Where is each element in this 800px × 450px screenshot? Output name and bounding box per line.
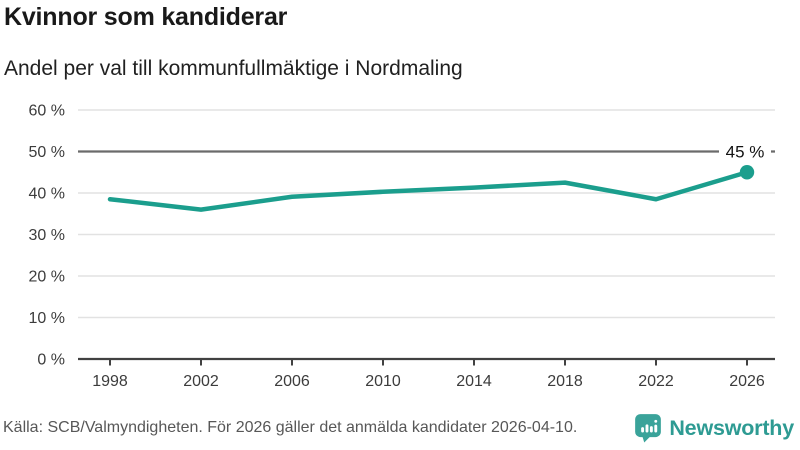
page-title: Kvinnor som kandiderar <box>4 3 288 31</box>
data-line-series <box>107 170 750 212</box>
y-tick-label-50: 50 % <box>29 144 65 161</box>
x-tick-label-2026: 2026 <box>729 373 765 390</box>
y-tick-label-0: 0 % <box>37 352 65 369</box>
newsworthy-logo[interactable]: Newsworthy <box>633 413 794 443</box>
end-point-marker <box>739 165 755 180</box>
footer: Källa: SCB/Valmyndigheten. För 2026 gäll… <box>3 411 794 445</box>
x-tick-label-2002: 2002 <box>183 373 219 390</box>
source-note: Källa: SCB/Valmyndigheten. För 2026 gäll… <box>3 419 578 436</box>
end-label-backdrop <box>719 140 771 163</box>
y-tick-label-20: 20 % <box>29 269 65 286</box>
x-tick-label-2014: 2014 <box>456 373 492 390</box>
x-tick-label-2022: 2022 <box>638 373 674 390</box>
x-tick-label-1998: 1998 <box>92 373 128 390</box>
end-value-label: 45 % <box>726 143 765 162</box>
y-tick-label-60: 60 % <box>29 103 65 120</box>
brand-name: Newsworthy <box>669 415 794 440</box>
x-tick-label-2010: 2010 <box>365 373 401 390</box>
x-tick-label-2018: 2018 <box>547 373 583 390</box>
y-tick-label-30: 30 % <box>29 227 65 244</box>
y-tick-label-10: 10 % <box>29 310 65 327</box>
chart-subtitle: Andel per val till kommunfullmäktige i N… <box>4 57 463 80</box>
x-tick-label-2006: 2006 <box>274 373 310 390</box>
newsworthy-icon <box>635 414 662 443</box>
y-tick-label-40: 40 % <box>29 186 65 203</box>
